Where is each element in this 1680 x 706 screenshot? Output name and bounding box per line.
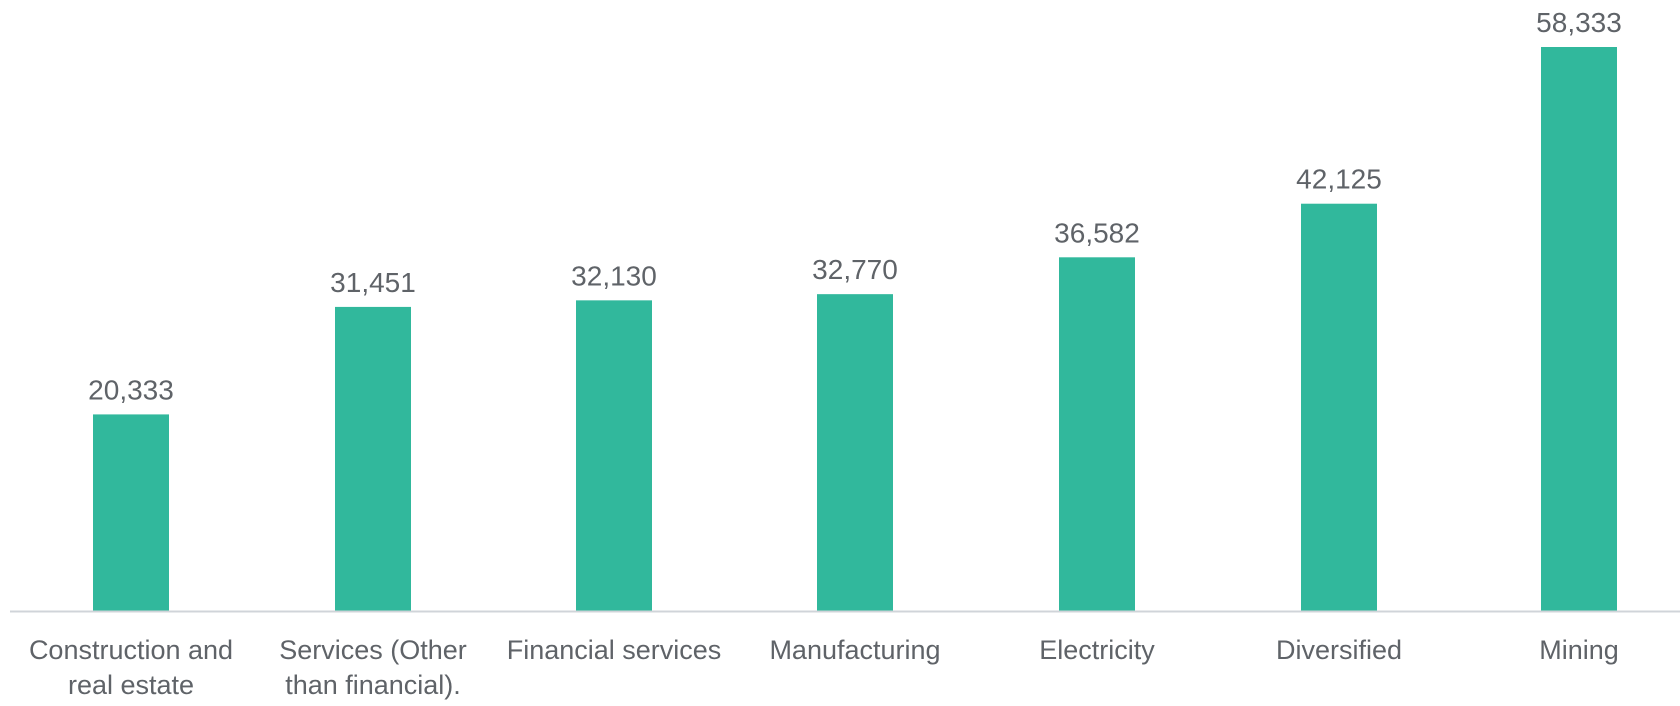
- category-label-1: Services (Other than financial).: [279, 635, 467, 700]
- data-label-1: 31,451: [330, 267, 416, 298]
- category-label-5-line-0: Diversified: [1276, 635, 1402, 665]
- bar-5: [1301, 203, 1377, 611]
- data-label-5: 42,125: [1296, 164, 1382, 195]
- bar-6: [1541, 47, 1617, 611]
- category-label-0-line-1: real estate: [68, 670, 194, 700]
- category-label-0: Construction and real estate: [29, 635, 233, 700]
- data-label-6: 58,333: [1536, 7, 1622, 38]
- bar-3: [817, 294, 893, 611]
- bar-1: [335, 306, 411, 611]
- category-label-1-line-0: Services (Other: [279, 635, 467, 665]
- category-label-1-line-1: than financial).: [285, 670, 461, 700]
- bars-layer: [93, 47, 1617, 611]
- data-label-4: 36,582: [1054, 217, 1140, 248]
- category-label-0-line-0: Construction and: [29, 635, 233, 665]
- bar-0: [93, 414, 169, 611]
- category-label-6-line-0: Mining: [1539, 635, 1619, 665]
- category-label-5: Diversified: [1276, 635, 1402, 665]
- data-label-0: 20,333: [88, 374, 174, 405]
- data-label-3: 32,770: [812, 254, 898, 285]
- value-labels-layer: 20,333 31,451 32,130 32,770 36,582 42,125 58,3…: [88, 7, 1622, 405]
- bar-2: [576, 300, 652, 611]
- category-label-3-line-0: Manufacturing: [769, 635, 940, 665]
- category-label-2: Financial services: [507, 635, 722, 665]
- data-label-2: 32,130: [571, 260, 657, 291]
- category-label-2-line-0: Financial services: [507, 635, 722, 665]
- category-label-3: Manufacturing: [769, 635, 940, 665]
- category-label-6: Mining: [1539, 635, 1619, 665]
- bar-4: [1059, 257, 1135, 611]
- category-label-4-line-0: Electricity: [1039, 635, 1155, 665]
- category-label-4: Electricity: [1039, 635, 1155, 665]
- category-labels-layer: Construction and real estate Services (Oth…: [29, 635, 1619, 700]
